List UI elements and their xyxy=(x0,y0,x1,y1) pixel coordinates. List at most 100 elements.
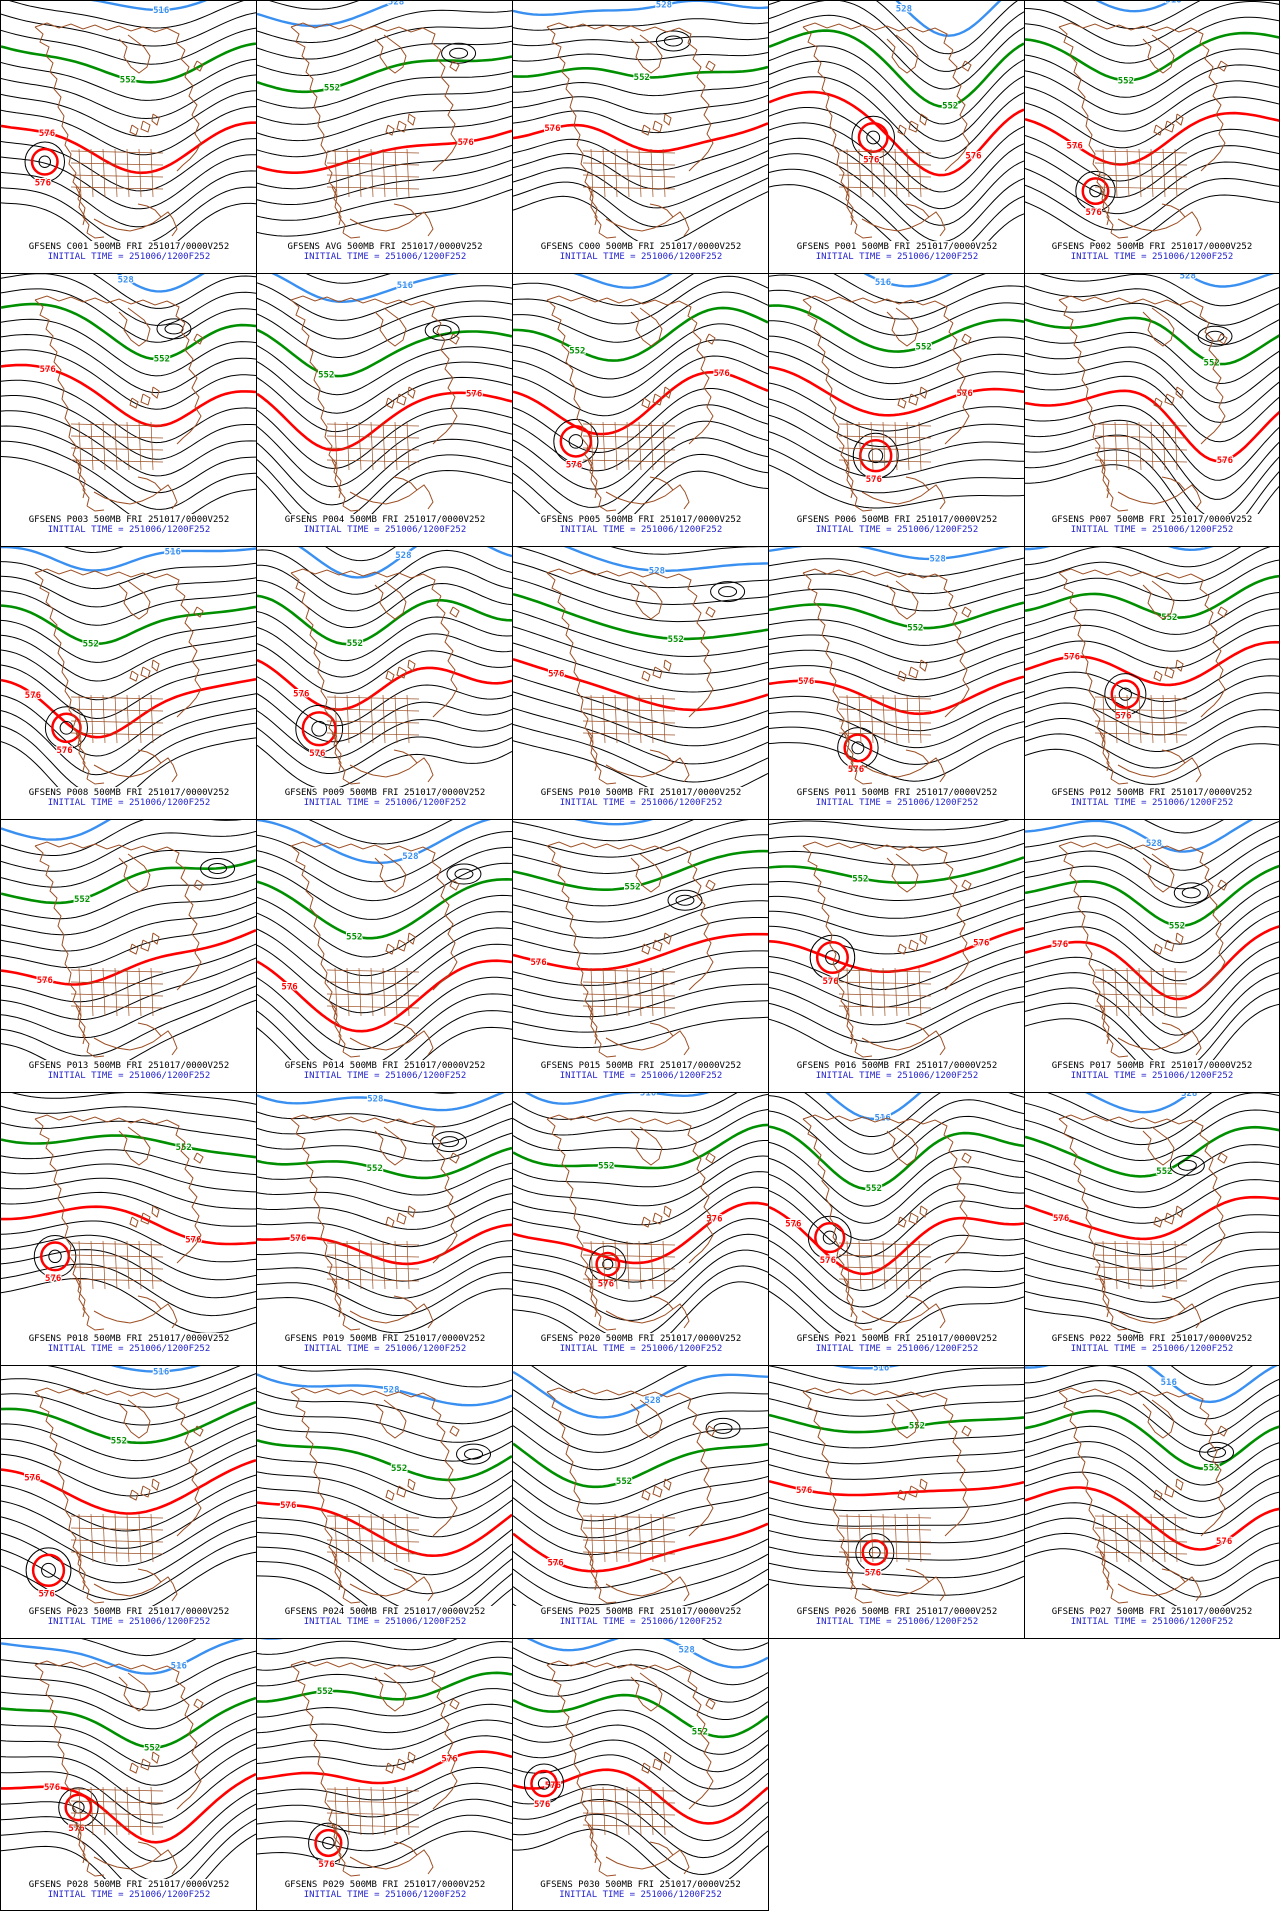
contour-line xyxy=(1142,1126,1175,1166)
contour-line xyxy=(1114,1513,1118,1563)
contour-label-red: 576 xyxy=(1067,141,1083,151)
contour-label-red: 576 xyxy=(965,151,981,161)
contour-line xyxy=(394,694,398,744)
closed-contour xyxy=(164,323,184,335)
panel-initial-time: INITIAL TIME = 251006/1200F252 xyxy=(815,1344,979,1354)
contour-line xyxy=(374,1672,407,1712)
contour-line xyxy=(78,1786,82,1836)
contour-line xyxy=(590,421,594,471)
contour-line xyxy=(1217,879,1228,891)
contour-line xyxy=(769,29,1024,109)
contour-line xyxy=(769,942,1024,991)
ensemble-panel-P023: 552 516 576 576 GFSENS P023 500MB FRI 251017… xyxy=(0,1365,257,1639)
contour-line xyxy=(1,1818,256,1879)
contour-line xyxy=(393,1568,418,1583)
contour-line xyxy=(1,1134,256,1159)
contour-line xyxy=(257,1390,512,1425)
contour-line xyxy=(290,845,346,1053)
contour-line xyxy=(93,484,178,510)
contour-line xyxy=(838,1005,932,1009)
contour-line xyxy=(838,696,932,700)
contour-line xyxy=(1025,835,1279,890)
contour-line xyxy=(513,820,750,858)
contour-line xyxy=(1200,322,1226,445)
contour-line xyxy=(334,421,338,471)
contour-line xyxy=(257,1026,512,1060)
closed-contour xyxy=(48,1249,62,1264)
contour-line xyxy=(406,421,410,471)
contour-line xyxy=(587,1278,598,1318)
contour-line xyxy=(1,590,256,626)
contour-line xyxy=(346,148,350,198)
contour-line xyxy=(137,476,162,491)
contour-label-red: 576 xyxy=(534,1800,550,1810)
contour-line xyxy=(257,894,512,958)
contour-line xyxy=(513,1583,768,1606)
contour-line xyxy=(513,1407,768,1453)
contour-line xyxy=(257,85,512,125)
contour-line xyxy=(1094,1539,1188,1543)
contour-label-green: 552 xyxy=(634,73,650,83)
panel-title: GFSENS P009 500MB FRI 251017/0000V252 xyxy=(284,788,486,798)
ensemble-panel-P026: 552 516 576 576 GFSENS P026 500MB FRI 251017… xyxy=(768,1365,1025,1639)
contour-line xyxy=(650,1786,654,1836)
contour-line xyxy=(1094,1005,1188,1009)
contour-line xyxy=(257,9,512,44)
contour-line xyxy=(1058,26,1114,234)
contour-line xyxy=(838,1254,932,1258)
ensemble-panel-P025: 552 528 576 GFSENS P025 500MB FRI 251017/00… xyxy=(512,1365,769,1639)
contour-line xyxy=(662,967,666,1017)
contour-line xyxy=(843,1005,854,1045)
contour-line xyxy=(769,320,1024,369)
contour-line xyxy=(662,421,666,471)
contour-label-red: 576 xyxy=(820,1256,836,1266)
contour-line xyxy=(393,1022,418,1037)
contour-line xyxy=(346,1513,350,1563)
closed-contour xyxy=(602,1258,614,1270)
contour-line xyxy=(1025,925,1279,1001)
closed-contour xyxy=(710,581,746,603)
contour-line xyxy=(513,355,768,417)
contour-line xyxy=(838,1278,932,1282)
closed-contour-red xyxy=(30,147,59,176)
contour-line xyxy=(650,421,654,471)
contour-line xyxy=(1102,421,1106,471)
contour-line xyxy=(769,1575,1024,1596)
contour-line xyxy=(1117,1303,1202,1329)
contour-line xyxy=(626,1240,630,1290)
contour-line xyxy=(81,1639,197,1657)
closed-contour xyxy=(1181,887,1201,899)
contour-line xyxy=(1,42,256,84)
contour-line xyxy=(1174,1513,1178,1563)
closed-contour-red xyxy=(559,425,593,458)
contour-line xyxy=(1,1650,256,1693)
contour-line xyxy=(1025,956,1279,1036)
contour-line xyxy=(1200,1414,1226,1537)
contour-line xyxy=(513,1233,768,1302)
closed-contour-red xyxy=(859,438,893,473)
basemap-north-america xyxy=(546,22,716,239)
contour-line xyxy=(1025,31,1279,82)
contour-line xyxy=(326,150,420,154)
contour-line xyxy=(449,1698,460,1710)
closed-contour xyxy=(537,1777,551,1790)
contour-line xyxy=(138,421,142,471)
contour-line xyxy=(802,1387,954,1416)
closed-contour xyxy=(825,950,840,965)
contour-line xyxy=(1025,1109,1279,1162)
contour-line xyxy=(102,694,106,744)
contour-line xyxy=(370,694,374,744)
contour-line xyxy=(393,1295,418,1310)
contour-line xyxy=(140,939,151,952)
contour-line xyxy=(1025,547,1242,568)
contour-line xyxy=(126,694,130,744)
contour-label-green: 552 xyxy=(83,639,99,649)
contour-line xyxy=(102,967,106,1017)
contour-line xyxy=(626,967,630,1017)
contour-label-blue: 528 xyxy=(679,1645,695,1655)
contour-line xyxy=(833,274,986,304)
contour-line xyxy=(86,1597,105,1604)
contour-line xyxy=(513,1647,768,1686)
contour-line xyxy=(854,1597,873,1604)
